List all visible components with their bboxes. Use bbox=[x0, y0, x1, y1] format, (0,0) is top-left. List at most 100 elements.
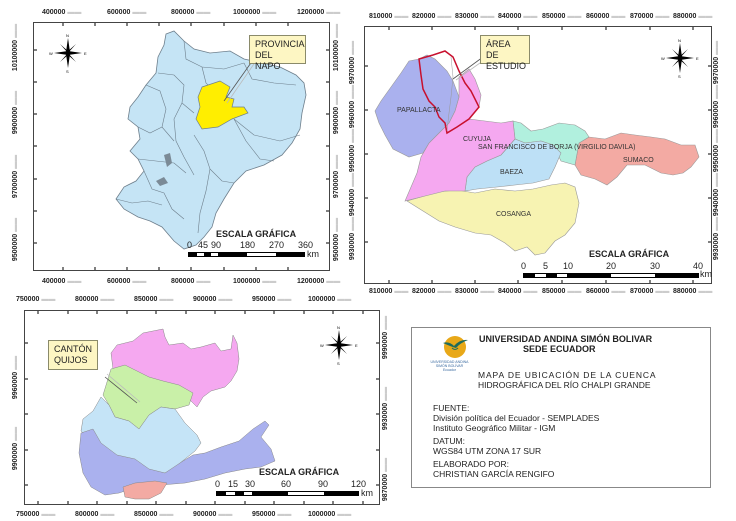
x-tick-label: 400000 ▬▬ bbox=[42, 278, 82, 285]
region-southernmost bbox=[122, 480, 168, 500]
x-tick-label: 850000 ▬▬ bbox=[542, 288, 582, 295]
canton-quijos-callout: CANTÓN QUIJOS bbox=[48, 340, 98, 370]
region-label-papallacta: PAPALLACTA bbox=[397, 107, 441, 114]
x-tick-label: 1200000 ▬▬ bbox=[297, 9, 341, 16]
datum-value: WGS84 UTM ZONA 17 SUR bbox=[433, 446, 542, 456]
ecuador-map-svg bbox=[34, 23, 329, 270]
scale-number: 90 bbox=[318, 479, 329, 489]
provincia-del-napo-callout: PROVINCIA DEL NAPO bbox=[249, 35, 306, 71]
institution-name: UNIVERSIDAD ANDINA SIMÓN BOLIVAR bbox=[479, 334, 653, 344]
svg-text:W: W bbox=[661, 56, 665, 61]
scale-number: 0 bbox=[215, 479, 221, 489]
compass-rose-icon: N W E S bbox=[661, 38, 699, 79]
y-tick-label: 9960000▬▬ bbox=[349, 84, 357, 129]
author-name: CHRISTIAN GARCÍA RENGIFO bbox=[433, 469, 555, 479]
scale-unit: km bbox=[700, 269, 712, 279]
scale-bar bbox=[523, 273, 699, 278]
y-tick-label: 9930000▬▬ bbox=[713, 216, 721, 261]
scale-number: 120 bbox=[351, 479, 367, 489]
svg-text:S: S bbox=[337, 361, 340, 366]
scale-number: 15 bbox=[228, 479, 239, 489]
scale-bar bbox=[216, 491, 359, 496]
region-papallacta bbox=[374, 54, 460, 158]
region-south bbox=[78, 420, 276, 496]
y-tick-label: 9900000▬▬ bbox=[333, 90, 341, 135]
y-tick-label: 9950000▬▬ bbox=[349, 128, 357, 173]
svg-text:S: S bbox=[66, 69, 69, 74]
x-tick-label: 810000 ▬▬ bbox=[369, 288, 409, 295]
y-tick-label: 9990000▬▬ bbox=[382, 315, 390, 360]
y-tick-label: 9960000▬▬ bbox=[12, 355, 20, 400]
y-tick-label: 9970000▬▬ bbox=[713, 40, 721, 85]
study-area-map-svg bbox=[365, 27, 711, 283]
compass-rose-icon: N W E S bbox=[320, 325, 358, 366]
source-label: FUENTE: bbox=[433, 403, 470, 413]
compass-rose-icon: N W E S bbox=[49, 33, 87, 74]
ecuador-country-shape bbox=[115, 30, 307, 250]
scale-number: 0 bbox=[187, 240, 193, 250]
y-tick-label: 9930000▬▬ bbox=[349, 216, 357, 261]
x-tick-label: 1000000 ▬▬ bbox=[233, 9, 277, 16]
scale-number: 360 bbox=[298, 240, 314, 250]
x-tick-label: 800000 ▬▬ bbox=[75, 296, 115, 303]
x-tick-label: 900000 ▬▬ bbox=[193, 511, 233, 518]
scale-number: 0 bbox=[521, 261, 527, 271]
scale-number: 60 bbox=[281, 479, 292, 489]
scale-number: 270 bbox=[269, 240, 285, 250]
x-tick-label: 950000 ▬▬ bbox=[252, 511, 292, 518]
x-tick-label: 600000 ▬▬ bbox=[107, 278, 147, 285]
x-tick-label: 860000 ▬▬ bbox=[586, 13, 626, 20]
university-logo-icon bbox=[443, 336, 468, 358]
x-tick-label: 840000 ▬▬ bbox=[498, 288, 538, 295]
x-tick-label: 850000 ▬▬ bbox=[134, 511, 174, 518]
y-tick-label: 9900000▬▬ bbox=[12, 90, 20, 135]
scale-bar bbox=[188, 252, 305, 257]
logo-caption: UNIVERSIDAD ANDINA SIMÓN BOLÍVAR Ecuador bbox=[430, 360, 469, 372]
x-tick-label: 870000 ▬▬ bbox=[630, 13, 670, 20]
y-tick-label: 9960000▬▬ bbox=[713, 84, 721, 129]
y-tick-label: 9870000▬▬ bbox=[382, 457, 390, 502]
napo-province-highlight bbox=[195, 80, 249, 130]
scale-unit: km bbox=[307, 249, 319, 259]
x-tick-label: 1200000 ▬▬ bbox=[297, 278, 341, 285]
region-label-baeza: BAEZA bbox=[500, 169, 523, 176]
svg-text:W: W bbox=[320, 343, 324, 348]
svg-text:W: W bbox=[49, 51, 53, 56]
x-tick-label: 900000 ▬▬ bbox=[193, 296, 233, 303]
x-tick-label: 820000 ▬▬ bbox=[412, 288, 452, 295]
region-label-san-francisco: SAN FRANCISCO DE BORJA (VIRGILIO DAVILA) bbox=[478, 144, 636, 151]
map-title-line-2: HIDROGRÁFICA DEL RÍO CHALPI GRANDE bbox=[478, 380, 651, 390]
svg-text:S: S bbox=[678, 74, 681, 79]
y-tick-label: 9970000▬▬ bbox=[349, 40, 357, 85]
y-tick-label: 9700000▬▬ bbox=[12, 154, 20, 199]
y-tick-label: 9900000▬▬ bbox=[12, 426, 20, 471]
x-tick-label: 750000 ▬▬ bbox=[16, 511, 56, 518]
scale-title: ESCALA GRÁFICA bbox=[216, 229, 297, 239]
y-tick-label: 9950000▬▬ bbox=[713, 128, 721, 173]
scale-number: 180 bbox=[240, 240, 256, 250]
y-tick-label: 9700000▬▬ bbox=[333, 154, 341, 199]
svg-text:N: N bbox=[678, 38, 681, 43]
study-area-map-frame bbox=[364, 26, 712, 284]
x-tick-label: 830000 ▬▬ bbox=[455, 288, 495, 295]
y-tick-label: 10100000▬▬ bbox=[333, 23, 341, 72]
scale-number: 30 bbox=[650, 261, 661, 271]
x-tick-label: 1000000 ▬▬ bbox=[308, 296, 352, 303]
x-tick-label: 950000 ▬▬ bbox=[252, 296, 292, 303]
scale-title: ESCALA GRÁFICA bbox=[589, 249, 670, 259]
y-tick-label: 9930000▬▬ bbox=[382, 386, 390, 431]
region-label-cuyuja: CUYUJA bbox=[463, 136, 492, 143]
y-tick-label: 9940000▬▬ bbox=[349, 172, 357, 217]
scale-number: 30 bbox=[245, 479, 256, 489]
y-tick-label: 10100000▬▬ bbox=[12, 23, 20, 72]
scale-number: 10 bbox=[563, 261, 574, 271]
x-tick-label: 880000 ▬▬ bbox=[673, 13, 713, 20]
scale-number: 5 bbox=[543, 261, 549, 271]
scale-number: 90 bbox=[211, 240, 222, 250]
svg-text:N: N bbox=[66, 33, 69, 38]
area-de-estudio-callout: ÁREA DE ESTUDIO bbox=[480, 35, 530, 71]
x-tick-label: 870000 ▬▬ bbox=[630, 288, 670, 295]
region-label-cosanga: COSANGA bbox=[496, 211, 532, 218]
x-tick-label: 750000 ▬▬ bbox=[16, 296, 56, 303]
institution-seat: SEDE ECUADOR bbox=[523, 344, 596, 354]
